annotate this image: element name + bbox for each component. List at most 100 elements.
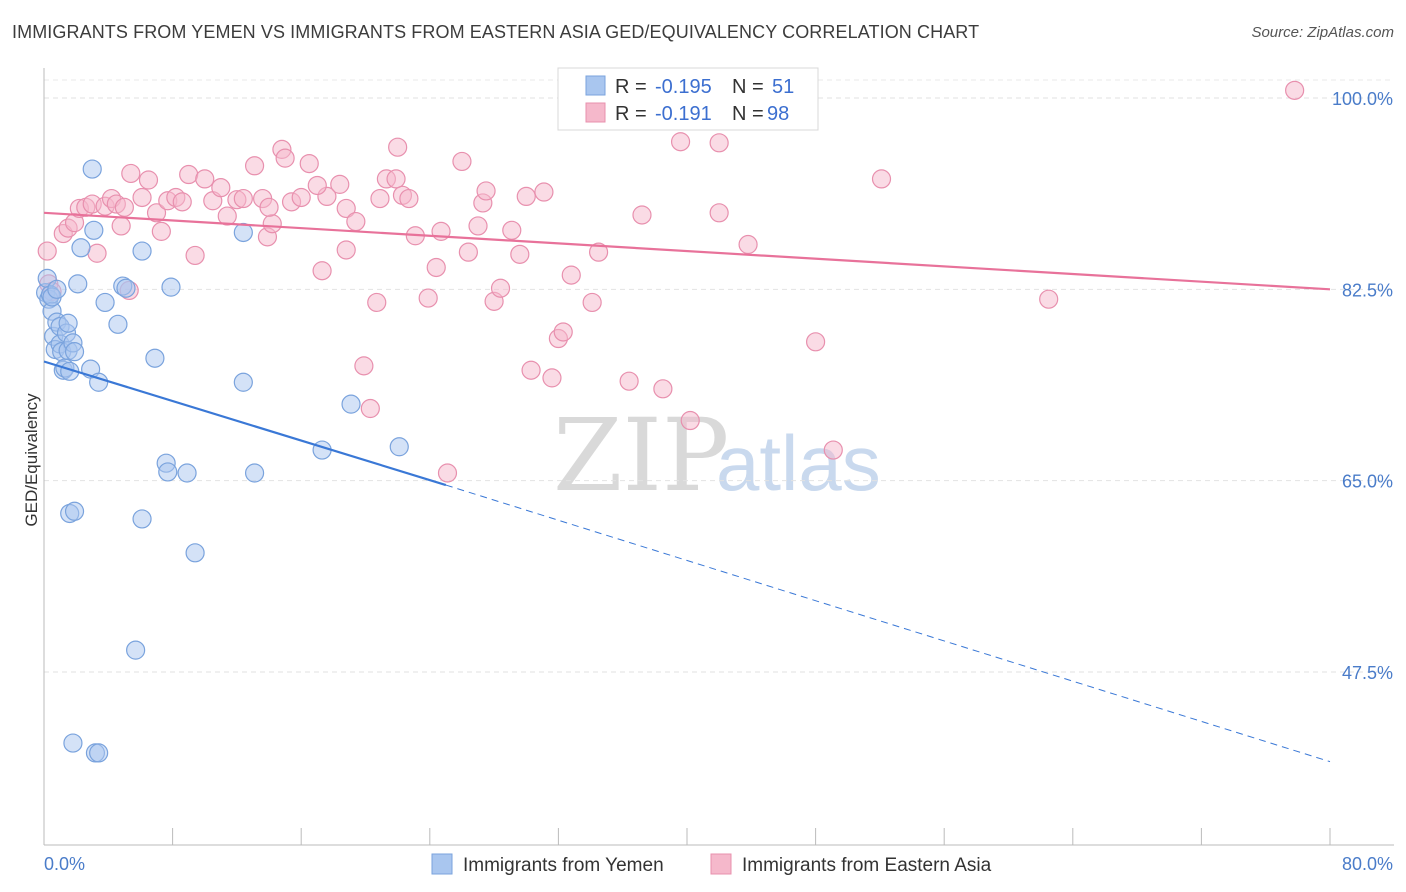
y-tick-label: 65.0%	[1342, 472, 1393, 492]
eastern-asia-point	[336, 198, 356, 219]
eastern-asia-point	[516, 186, 536, 206]
yemen-point	[132, 241, 152, 261]
eastern-asia-point	[709, 203, 729, 223]
eastern-asia-point	[502, 220, 522, 240]
eastern-asia-point	[823, 440, 843, 460]
yemen-point	[132, 509, 152, 529]
yemen-point	[177, 463, 197, 483]
eastern-asia-point	[534, 182, 554, 202]
eastern-asia-point	[307, 175, 327, 196]
eastern-asia-point	[370, 188, 390, 209]
eastern-asia-point	[262, 214, 282, 234]
trend-line-yemen-extension	[445, 484, 1331, 763]
eastern-asia-point	[336, 240, 356, 260]
eastern-asia-point	[653, 379, 673, 399]
yemen-point	[95, 292, 115, 313]
y-tick-label: 100.0%	[1332, 89, 1393, 109]
eastern-asia-point	[490, 278, 511, 298]
eastern-asia-point	[399, 188, 419, 209]
eastern-asia-point	[582, 292, 602, 313]
eastern-asia-point	[87, 243, 107, 263]
eastern-asia-point	[871, 169, 892, 189]
yemen-point	[63, 733, 83, 753]
trend-line-yemen	[43, 360, 447, 487]
eastern-asia-point	[37, 241, 57, 261]
series-eastern-asia-points	[37, 80, 1305, 483]
eastern-asia-point	[418, 288, 438, 308]
legend-swatch-yemen	[585, 75, 606, 96]
eastern-asia-point	[275, 148, 295, 168]
yemen-point	[341, 394, 361, 414]
eastern-asia-point	[138, 170, 159, 190]
eastern-asia-point	[367, 292, 387, 313]
eastern-asia-point	[542, 368, 562, 388]
yemen-point	[389, 437, 409, 457]
yemen-point	[47, 279, 67, 299]
eastern-asia-point	[111, 216, 131, 236]
eastern-asia-point	[510, 244, 530, 264]
yemen-point	[145, 348, 165, 368]
x-tick-label-max: 80.0%	[1342, 854, 1393, 874]
x-tick-label-min: 0.0%	[44, 854, 85, 874]
watermark-zip: ZIP	[553, 397, 729, 514]
bottom-legend-label-yemen: Immigrants from Yemen	[463, 855, 664, 876]
source-label: Source: ZipAtlas.com	[1251, 24, 1394, 41]
yemen-point	[64, 342, 85, 362]
yemen-point	[116, 278, 136, 298]
yemen-point	[84, 220, 104, 240]
correlation-legend: R = -0.195 N = 51 R = -0.191 N = 98	[557, 67, 819, 131]
series-legend: Immigrants from Yemen Immigrants from Ea…	[431, 853, 992, 876]
eastern-asia-point	[468, 216, 488, 236]
eastern-asia-point	[211, 178, 231, 198]
eastern-asia-point	[680, 410, 700, 431]
yemen-point	[89, 743, 109, 763]
y-tick-label: 82.5%	[1342, 280, 1393, 300]
eastern-asia-point	[217, 206, 237, 226]
yemen-point	[185, 543, 205, 563]
eastern-asia-point	[244, 156, 265, 176]
legend-n-label-yemen: N =	[732, 76, 764, 98]
legend-r-value-yemen: -0.195	[655, 76, 712, 98]
x-ticks	[43, 828, 1331, 845]
axes	[43, 68, 1394, 846]
eastern-asia-point	[312, 261, 332, 281]
yemen-point	[64, 501, 85, 521]
series-yemen-points	[36, 159, 409, 763]
y-axis-label: GED/Equivalency	[22, 393, 41, 527]
eastern-asia-point	[185, 245, 205, 266]
legend-n-value-eastern-asia: 98	[767, 103, 789, 125]
eastern-asia-point	[388, 137, 408, 157]
eastern-asia-point	[426, 257, 446, 278]
eastern-asia-point	[299, 154, 319, 174]
eastern-asia-point	[805, 332, 826, 352]
legend-r-value-eastern-asia: -0.191	[655, 103, 712, 125]
legend-n-label-eastern-asia: N =	[732, 103, 764, 125]
legend-r-label-eastern-asia: R =	[615, 103, 647, 125]
eastern-asia-point	[132, 187, 152, 208]
eastern-asia-point	[452, 151, 472, 172]
yemen-point	[161, 277, 181, 297]
y-tick-label: 47.5%	[1342, 663, 1393, 683]
legend-n-value-yemen: 51	[772, 76, 794, 98]
eastern-asia-point	[151, 221, 171, 241]
eastern-asia-point	[291, 187, 311, 208]
bottom-legend-label-eastern-asia: Immigrants from Eastern Asia	[742, 855, 992, 876]
eastern-asia-point	[1039, 289, 1059, 309]
trend-lines	[43, 211, 1331, 763]
eastern-asia-point	[354, 356, 374, 376]
legend-r-label-yemen: R =	[615, 76, 647, 98]
bottom-legend-swatch-eastern-asia	[710, 853, 732, 875]
eastern-asia-point	[114, 197, 134, 217]
yemen-point	[233, 372, 253, 392]
eastern-asia-point	[259, 197, 279, 217]
eastern-asia-point	[561, 265, 581, 285]
yemen-point	[58, 313, 78, 333]
chart-title: IMMIGRANTS FROM YEMEN VS IMMIGRANTS FROM…	[12, 22, 980, 42]
eastern-asia-point	[386, 169, 406, 189]
watermark-atlas: atlas	[716, 419, 881, 507]
eastern-asia-point	[360, 398, 380, 419]
yemen-point	[158, 462, 178, 482]
eastern-asia-point	[233, 188, 253, 209]
eastern-asia-point	[670, 132, 691, 152]
